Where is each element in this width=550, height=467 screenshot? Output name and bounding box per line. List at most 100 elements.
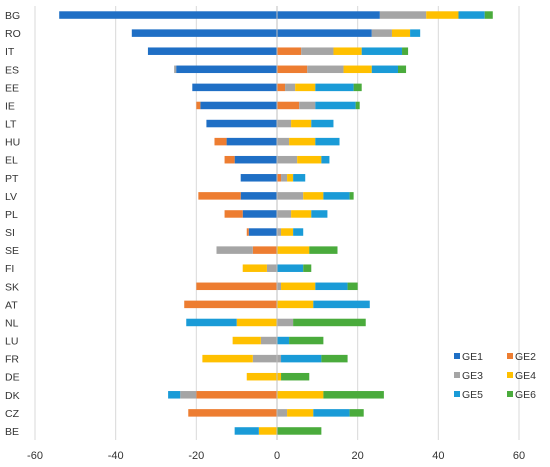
bar-hu-ge2-neg (214, 137, 227, 146)
category-label: NL (5, 317, 19, 329)
legend-swatch-ge2 (507, 353, 513, 359)
bar-dk-ge4-pos (277, 391, 324, 399)
bar-hu-ge4-pos (289, 137, 316, 146)
legend-label-ge2: GE2 (515, 351, 536, 363)
category-label: EL (5, 155, 18, 167)
category-label: AT (5, 299, 18, 311)
bar-lv-ge4-pos (303, 192, 324, 200)
bar-de-ge4-neg (246, 372, 277, 381)
bar-ee-ge5-pos (315, 83, 354, 92)
category-label: IT (5, 46, 15, 58)
x-tick-label: -40 (108, 450, 124, 462)
bar-dk-ge3-neg (180, 391, 197, 399)
bar-lv-ge3-pos (277, 192, 304, 200)
bar-at-ge2-neg (184, 300, 277, 309)
bar-el-ge2-neg (224, 155, 235, 164)
bar-el-ge4-pos (297, 155, 322, 164)
bar-ie-ge3-pos (299, 101, 316, 110)
bar-bg-ge6-pos (484, 11, 493, 19)
bar-it-ge2-pos (277, 47, 302, 55)
bar-es-ge2-pos (277, 65, 308, 74)
x-tick-labels: -60 -40 -20 0 20 40 60 (27, 450, 525, 462)
category-label: PT (5, 173, 19, 185)
category-label: BE (5, 426, 19, 438)
category-label: CZ (5, 408, 20, 420)
legend-swatch-ge5 (454, 391, 460, 397)
bar-bg-ge4-pos (426, 11, 459, 19)
bar-cz-ge5-pos (313, 409, 350, 417)
category-labels: BG RO IT ES EE IE LT HU EL PT LV PL SI SE FI SK AT NL LU FR… (5, 10, 21, 438)
bar-fi-ge6-pos (303, 264, 312, 272)
category-label: BG (5, 10, 20, 22)
bar-ie-ge1-neg (200, 101, 277, 110)
bar-se-ge4-pos (277, 246, 310, 254)
bar-ie-ge2-pos (277, 101, 300, 110)
bar-lt-ge1-neg (206, 119, 277, 128)
bar-ee-ge2-pos (277, 83, 286, 92)
bar-es-ge1-neg (176, 65, 277, 74)
category-label: SE (5, 245, 19, 257)
category-label: FI (5, 263, 14, 275)
bar-pl-ge1-neg (242, 210, 277, 218)
bar-pt-ge5-pos (293, 174, 306, 182)
category-label: EE (5, 82, 19, 94)
bar-fi-ge5-pos (277, 264, 304, 272)
bar-be-ge4-neg (258, 427, 277, 435)
bar-sk-ge5-pos (315, 282, 348, 291)
bar-fi-ge4-neg (242, 264, 267, 272)
x-tick-label: 0 (274, 450, 280, 462)
bar-sk-ge6-pos (347, 282, 358, 291)
bar-ie-ge2-neg (196, 101, 201, 110)
bar-pl-ge4-pos (291, 210, 312, 218)
bar-bg-ge3-pos (379, 11, 427, 19)
bar-it-ge1-neg (147, 47, 277, 55)
bar-ee-ge1-neg (192, 83, 277, 92)
bar-it-ge3-pos (301, 47, 334, 55)
legend-swatch-ge3 (454, 372, 460, 378)
category-label: IE (5, 100, 15, 112)
bar-cz-ge6-pos (349, 409, 364, 417)
bar-ee-ge6-pos (353, 83, 362, 92)
bar-si-ge4-pos (281, 228, 294, 236)
bar-pt-ge4-pos (287, 174, 294, 182)
bar-ro-ge1-neg (131, 29, 277, 37)
bar-lt-ge4-pos (291, 119, 312, 128)
bar-cz-ge2-neg (188, 409, 277, 417)
category-label: DK (5, 390, 20, 402)
bar-si-ge1-neg (248, 228, 277, 236)
category-label: LT (5, 119, 17, 131)
bar-es-ge3-pos (307, 65, 344, 74)
bar-si-ge3-pos (277, 228, 282, 236)
bar-pl-ge3-pos (277, 210, 292, 218)
bar-at-ge5-pos (313, 300, 370, 309)
bar-dk-ge2-neg (196, 391, 277, 399)
bars (59, 11, 493, 435)
legend: GE1 GE2 GE3 GE4 GE5 GE6 (454, 351, 536, 401)
bar-it-ge5-pos (361, 47, 403, 55)
bar-at-ge4-pos (277, 300, 314, 309)
bar-lv-ge2-neg (198, 192, 241, 200)
bar-se-ge2-neg (252, 246, 277, 254)
bar-ie-ge6-pos (355, 101, 360, 110)
bar-fr-ge3-neg (252, 354, 277, 363)
bar-ie-ge5-pos (315, 101, 356, 110)
category-label: ES (5, 64, 19, 76)
bar-nl-ge3-pos (277, 318, 294, 327)
category-label: LU (5, 336, 18, 348)
bar-es-ge6-pos (398, 65, 407, 74)
bar-si-ge2-neg (246, 228, 249, 236)
bar-sk-ge4-pos (281, 282, 316, 291)
bar-cz-ge3-pos (277, 409, 288, 417)
bar-es-ge3-neg (174, 65, 177, 74)
bar-el-ge5-pos (321, 155, 330, 164)
bar-bg-ge5-pos (458, 11, 485, 19)
gridlines (34, 6, 520, 440)
bar-hu-ge5-pos (315, 137, 340, 146)
bar-it-ge4-pos (333, 47, 362, 55)
x-tick-label: 60 (513, 450, 525, 462)
bar-lt-ge3-pos (277, 119, 292, 128)
bar-lu-ge3-neg (260, 336, 277, 345)
x-tick-label: -20 (188, 450, 204, 462)
bar-ro-ge4-pos (391, 29, 411, 37)
